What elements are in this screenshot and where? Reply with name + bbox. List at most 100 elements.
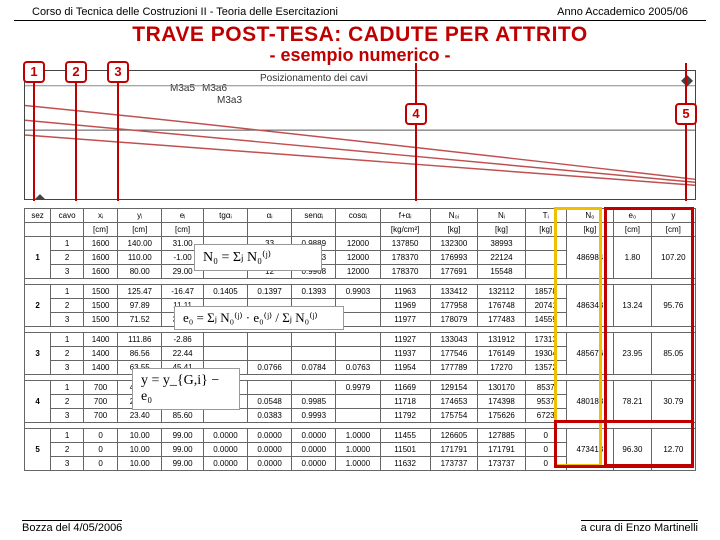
- col-unit: [cm]: [162, 223, 204, 237]
- data-cell: 14559: [525, 313, 566, 327]
- sez-cell: 4: [25, 381, 51, 423]
- col-unit: [248, 223, 292, 237]
- data-cell: 11954: [380, 361, 430, 375]
- data-cell: 1.0000: [336, 429, 380, 443]
- data-cell: 177691: [430, 265, 478, 279]
- data-cell: [336, 395, 380, 409]
- sec-label-5: 5: [675, 103, 697, 125]
- summary-cell-y: 85.05: [651, 333, 695, 375]
- data-cell: 0.0000: [248, 443, 292, 457]
- data-cell: 0.0383: [248, 409, 292, 423]
- data-cell: 3: [51, 313, 84, 327]
- data-cell: 17313: [525, 333, 566, 347]
- data-cell: 126605: [430, 429, 478, 443]
- col-unit: [cm]: [651, 223, 695, 237]
- data-cell: 0.0766: [248, 361, 292, 375]
- data-cell: 19304: [525, 347, 566, 361]
- data-cell: 11977: [380, 313, 430, 327]
- data-cell: 17270: [478, 361, 526, 375]
- data-cell: 86.56: [118, 347, 162, 361]
- col-header: N₀ᵢ: [430, 209, 478, 223]
- data-cell: 9537: [525, 395, 566, 409]
- data-cell: [203, 347, 247, 361]
- data-cell: 0: [525, 443, 566, 457]
- data-cell: 13572: [525, 361, 566, 375]
- data-cell: 12000: [336, 237, 380, 251]
- summary-cell-y: 95.76: [651, 285, 695, 327]
- data-cell: 2: [51, 347, 84, 361]
- data-cell: 1: [51, 285, 84, 299]
- col-unit: [cm]: [614, 223, 652, 237]
- data-cell: 174653: [430, 395, 478, 409]
- col-header: Nᵢ: [478, 209, 526, 223]
- data-cell: 132112: [478, 285, 526, 299]
- data-cell: 127885: [478, 429, 526, 443]
- formula-n0: N₀ = Σⱼ N₀⁽ʲ⁾: [194, 244, 322, 271]
- data-cell: 173737: [478, 457, 526, 471]
- data-cell: [336, 409, 380, 423]
- data-cell: 18578: [525, 285, 566, 299]
- data-cell: 171791: [478, 443, 526, 457]
- cable-curves: [25, 71, 695, 199]
- data-cell: 99.00: [162, 457, 204, 471]
- data-cell: 11501: [380, 443, 430, 457]
- data-cell: 11632: [380, 457, 430, 471]
- data-cell: 0.0763: [336, 361, 380, 375]
- data-cell: 178370: [380, 265, 430, 279]
- data-cell: 176149: [478, 347, 526, 361]
- data-cell: 12000: [336, 251, 380, 265]
- formula-e0: e₀ = Σⱼ N₀⁽ʲ⁾ · e₀⁽ʲ⁾ / Σⱼ N₀⁽ʲ⁾: [174, 306, 344, 330]
- data-cell: 71.52: [118, 313, 162, 327]
- data-cell: 22124: [478, 251, 526, 265]
- data-cell: 3: [51, 361, 84, 375]
- col-header: eᵢ: [162, 209, 204, 223]
- data-cell: 1: [51, 429, 84, 443]
- data-table-wrap: sezcavoxᵢyᵢeᵢtgαᵢαᵢsenαᵢcosαᵢf+αᵢN₀ᵢNᵢTᵢ…: [24, 208, 696, 471]
- summary-cell-e0: 96.30: [614, 429, 652, 471]
- data-cell: 0: [84, 443, 118, 457]
- sec-label-2: 2: [65, 61, 87, 83]
- data-cell: 0.0784: [292, 361, 336, 375]
- data-cell: [203, 409, 247, 423]
- data-cell: 177789: [430, 361, 478, 375]
- col-header: xᵢ: [84, 209, 118, 223]
- data-cell: 700: [84, 395, 118, 409]
- data-cell: 171791: [430, 443, 478, 457]
- data-cell: 0.0000: [292, 457, 336, 471]
- data-cell: 0.0000: [292, 443, 336, 457]
- data-cell: 10.00: [118, 443, 162, 457]
- data-cell: 137850: [380, 237, 430, 251]
- header-right: Anno Accademico 2005/06: [557, 6, 688, 18]
- data-cell: 2: [51, 443, 84, 457]
- data-cell: 0: [525, 457, 566, 471]
- data-cell: 3: [51, 265, 84, 279]
- data-cell: [248, 347, 292, 361]
- data-cell: 0.9985: [292, 395, 336, 409]
- data-cell: [336, 347, 380, 361]
- col-unit: [203, 223, 247, 237]
- data-cell: 0.0000: [203, 429, 247, 443]
- summary-cell-n0: 480188: [566, 381, 614, 423]
- data-cell: 1400: [84, 361, 118, 375]
- footer-right: a cura di Enzo Martinelli: [581, 520, 698, 534]
- data-cell: 140.00: [118, 237, 162, 251]
- data-cell: 6723: [525, 409, 566, 423]
- table-row: 111600140.0031.00330.9889120001378501323…: [25, 237, 696, 251]
- data-cell: 700: [84, 381, 118, 395]
- data-cell: 177483: [478, 313, 526, 327]
- data-cell: 8537: [525, 381, 566, 395]
- sec-label-3: 3: [107, 61, 129, 83]
- data-cell: -2.86: [162, 333, 204, 347]
- cable-diagram: Posizionamento dei cavi M3a5 M3a6 M3a3 1…: [24, 70, 696, 200]
- data-cell: 130170: [478, 381, 526, 395]
- formula-y: y = y_{G,i} − e₀: [132, 368, 240, 410]
- col-header: αᵢ: [248, 209, 292, 223]
- data-cell: 3: [51, 457, 84, 471]
- data-cell: 125.47: [118, 285, 162, 299]
- data-cell: 11669: [380, 381, 430, 395]
- data-cell: 80.00: [118, 265, 162, 279]
- data-cell: 110.00: [118, 251, 162, 265]
- col-header: f+αᵢ: [380, 209, 430, 223]
- data-cell: 0: [84, 457, 118, 471]
- sec-label-4: 4: [405, 103, 427, 125]
